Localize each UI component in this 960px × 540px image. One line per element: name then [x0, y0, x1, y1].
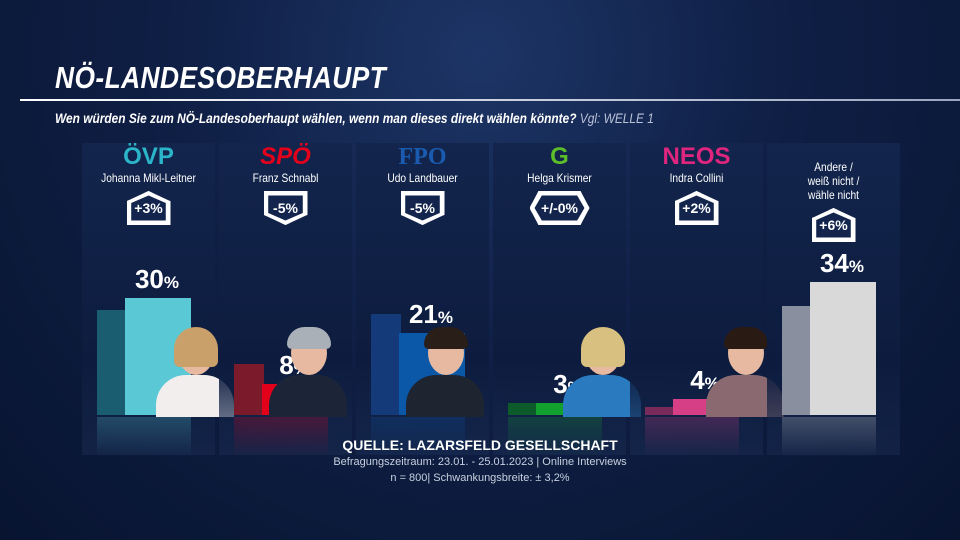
candidate-name: Udo Landbauer	[387, 171, 458, 185]
value-number: 21	[408, 299, 438, 330]
value-label: 34%	[802, 248, 882, 279]
candidate-photo	[563, 327, 641, 417]
bar-previous-Grüne	[508, 403, 538, 415]
party-logo: NEOS	[662, 143, 731, 170]
compare-note: Vgl: WELLE 1	[579, 110, 654, 126]
photo-hair	[424, 327, 468, 349]
percent-sign: %	[848, 257, 865, 277]
candidate-name: Indra Collini	[669, 171, 724, 185]
candidate-name: Franz Schnabl	[252, 171, 319, 185]
party-logo: ÖVP	[123, 143, 174, 170]
bar-previous-SPÖ	[234, 364, 264, 415]
photo-body	[563, 375, 641, 417]
change-badge: -5%	[263, 191, 308, 225]
party-logo: SPÖ	[260, 143, 311, 170]
column-header: Andere / weiß nicht / wähle nicht +6%	[767, 160, 900, 242]
change-value: +/-0%	[534, 195, 585, 221]
photo-body	[406, 375, 484, 417]
source-title: QUELLE: LAZARSFELD GESELLSCHAFT	[342, 437, 618, 453]
column-header: SPÖ Franz Schnabl -5%	[219, 143, 352, 225]
change-value: +2%	[679, 195, 714, 221]
change-value: -5%	[268, 195, 303, 221]
page-title: NÖ-LANDESOBERHAUPT	[55, 60, 387, 95]
bar-reflection	[782, 417, 876, 457]
change-badge: +2%	[674, 191, 719, 225]
candidate-name: Helga Krismer	[527, 171, 592, 185]
other-label-line: Andere /	[814, 160, 853, 174]
bar-previous-Andere	[782, 305, 812, 415]
change-badge: +3%	[126, 191, 171, 225]
title-divider	[20, 99, 960, 101]
photo-hair	[581, 327, 625, 367]
bar-reflection	[645, 417, 739, 457]
value-number: 4	[690, 365, 705, 396]
candidate-photo	[269, 327, 347, 417]
value-number: 34	[819, 248, 849, 279]
bar-reflection	[234, 417, 328, 457]
change-badge: +/-0%	[529, 191, 590, 225]
party-logo: FPO	[398, 144, 447, 170]
bar-reflection	[371, 417, 465, 457]
percent-sign: %	[163, 273, 180, 292]
value-label: 30%	[117, 264, 197, 295]
change-value: +6%	[816, 212, 851, 238]
question-subtitle: Wen würden Sie zum NÖ-Landesoberhaupt wä…	[55, 110, 654, 126]
bar-previous-NEOS	[645, 407, 675, 415]
change-value: +3%	[131, 195, 166, 221]
bar-previous-ÖVP	[97, 309, 127, 415]
column-header: ÖVP Johanna Mikl-Leitner +3%	[82, 143, 215, 225]
value-label: 21%	[391, 299, 471, 330]
photo-body	[269, 375, 347, 417]
bar-reflection	[508, 417, 602, 457]
bar-previous-FPÖ	[371, 313, 401, 415]
value-number: 3	[553, 369, 568, 400]
source-sample: n = 800| Schwankungsbreite: ± 3,2%	[390, 472, 570, 484]
photo-hair	[724, 327, 768, 349]
candidate-photo	[406, 327, 484, 417]
value-number: 30	[134, 264, 164, 294]
question-text: Wen würden Sie zum NÖ-Landesoberhaupt wä…	[55, 110, 577, 126]
photo-hair	[287, 327, 331, 349]
column-header: NEOS Indra Collini +2%	[630, 143, 763, 225]
photo-hair	[174, 327, 218, 367]
column-header: G Helga Krismer +/-0%	[493, 143, 626, 225]
value-number: 8	[279, 349, 294, 380]
party-logo: G	[550, 143, 569, 170]
column-header: FPO Udo Landbauer -5%	[356, 143, 489, 225]
bar-current-Andere	[810, 282, 876, 415]
bar-reflection	[97, 417, 191, 457]
candidate-name: Johanna Mikl-Leitner	[101, 171, 196, 185]
change-badge: -5%	[400, 191, 445, 225]
change-value: -5%	[405, 195, 440, 221]
other-label-line: weiß nicht /	[807, 174, 860, 188]
change-badge: +6%	[811, 208, 856, 242]
other-label-line: wähle nicht	[807, 188, 860, 202]
percent-sign: %	[437, 308, 454, 328]
source-period: Befragungszeitraum: 23.01. - 25.01.2023 …	[333, 456, 627, 468]
